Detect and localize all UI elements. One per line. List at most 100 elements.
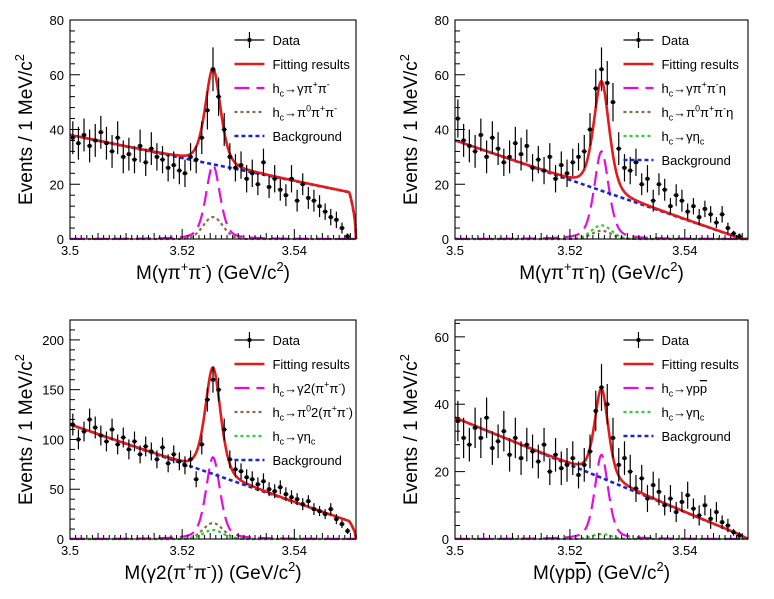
data-point: [109, 134, 115, 168]
legend-label: hc→γηc: [661, 129, 704, 146]
data-point: [696, 505, 702, 526]
data-point: [244, 469, 250, 486]
y-axis-title: Events / 1 MeV/c2: [397, 354, 422, 505]
data-point: [311, 503, 317, 516]
y-tick-label: 20: [435, 177, 449, 192]
data-point: [685, 203, 691, 220]
data-point: [621, 441, 628, 475]
data-point: [238, 151, 244, 179]
data-point: [165, 154, 171, 182]
data-point: [633, 148, 639, 177]
data-point: [322, 509, 328, 520]
data-point: [260, 148, 267, 177]
data-point: [708, 508, 714, 529]
legend-label: Data: [272, 33, 300, 48]
legend-label: Background: [272, 453, 341, 468]
data-point: [685, 481, 691, 509]
data-point: [143, 436, 149, 457]
data-point: [719, 515, 725, 529]
legend-entry: hc→γpp: [623, 381, 707, 398]
data-point: [216, 377, 222, 402]
legend-label: Data: [661, 33, 689, 48]
x-tick-label: 3.5: [446, 543, 464, 558]
data-point: [70, 121, 76, 155]
data-point: [154, 143, 160, 171]
legend-entry: hc→γπ+π-: [234, 80, 330, 98]
data-point: [294, 189, 300, 212]
data-point: [305, 495, 311, 508]
x-tick-label: 3.52: [170, 243, 195, 258]
data-point: [501, 148, 507, 177]
y-axis-title: Events / 1 MeV/c2: [12, 54, 37, 205]
data-point: [272, 165, 278, 193]
data-point: [472, 134, 478, 168]
data-point: [171, 151, 177, 179]
data-point: [199, 434, 205, 455]
data-point: [277, 178, 283, 201]
data-point: [182, 456, 188, 475]
data-point: [587, 434, 593, 469]
data-point: [283, 184, 289, 207]
data-point: [87, 408, 93, 431]
x-tick-label: 3.5: [61, 543, 79, 558]
data-point: [328, 208, 334, 226]
x-tick-label: 3.54: [672, 543, 697, 558]
legend-entry: Background: [234, 129, 342, 144]
data-point: [524, 427, 530, 462]
data-point: [547, 458, 553, 486]
data-point: [604, 61, 610, 105]
data-point: [610, 417, 616, 459]
data-point: [137, 445, 143, 464]
data-point: [81, 118, 87, 152]
data-point: [593, 390, 599, 432]
y-tick-label: 80: [50, 13, 64, 28]
legend-entry: Fitting results: [623, 357, 739, 372]
data-point: [690, 498, 697, 519]
data-point: [126, 439, 132, 460]
data-point: [564, 159, 570, 187]
data-point: [495, 132, 501, 166]
data-point: [461, 124, 467, 157]
data-point: [221, 113, 227, 146]
panel-bottom-right: 3.5 3.52 3.54 0 20 40 60 M(γpp) (GeV/c2) Events …: [397, 319, 749, 584]
data-point: [604, 384, 610, 425]
legend-label: Fitting results: [272, 57, 350, 72]
y-tick-label: 50: [50, 482, 64, 497]
signal-curve: [455, 453, 748, 540]
data-point: [283, 487, 289, 502]
data-point: [702, 495, 708, 516]
data-point: [466, 129, 472, 163]
legend-label: hc→π0π+π-η: [661, 104, 733, 123]
legend: Data Fitting results hc→γ2(π+π-) hc→π02(π+π…: [234, 332, 353, 468]
data-point: [272, 484, 278, 499]
data-point: [210, 366, 216, 393]
data-point: [627, 454, 633, 489]
data-point: [558, 151, 564, 179]
data-point: [288, 490, 295, 505]
data-point: [736, 233, 742, 239]
data-point: [339, 222, 345, 234]
legend-entry: hc→γηc: [623, 129, 705, 146]
data-point: [529, 154, 536, 182]
data-point: [328, 503, 334, 516]
data-point: [552, 437, 559, 472]
fit-curve: [69, 66, 358, 239]
data-point: [547, 143, 553, 171]
data-point: [627, 156, 633, 185]
component-curve-dot-green: [70, 528, 356, 541]
data-point: [339, 520, 345, 529]
data-point: [232, 154, 239, 182]
legend-entry: hc→γπ+π-η: [623, 80, 726, 98]
data-point: [305, 186, 311, 209]
data-point: [87, 129, 93, 163]
data-point: [131, 145, 138, 174]
data-point: [294, 493, 300, 506]
data-point: [176, 156, 182, 185]
data-point: [300, 498, 306, 511]
y-tick-label: 20: [50, 177, 64, 192]
data-point: [466, 427, 472, 462]
data-point: [288, 165, 295, 193]
data-point: [667, 485, 674, 513]
data-point: [501, 410, 507, 452]
data-point: [575, 143, 582, 171]
